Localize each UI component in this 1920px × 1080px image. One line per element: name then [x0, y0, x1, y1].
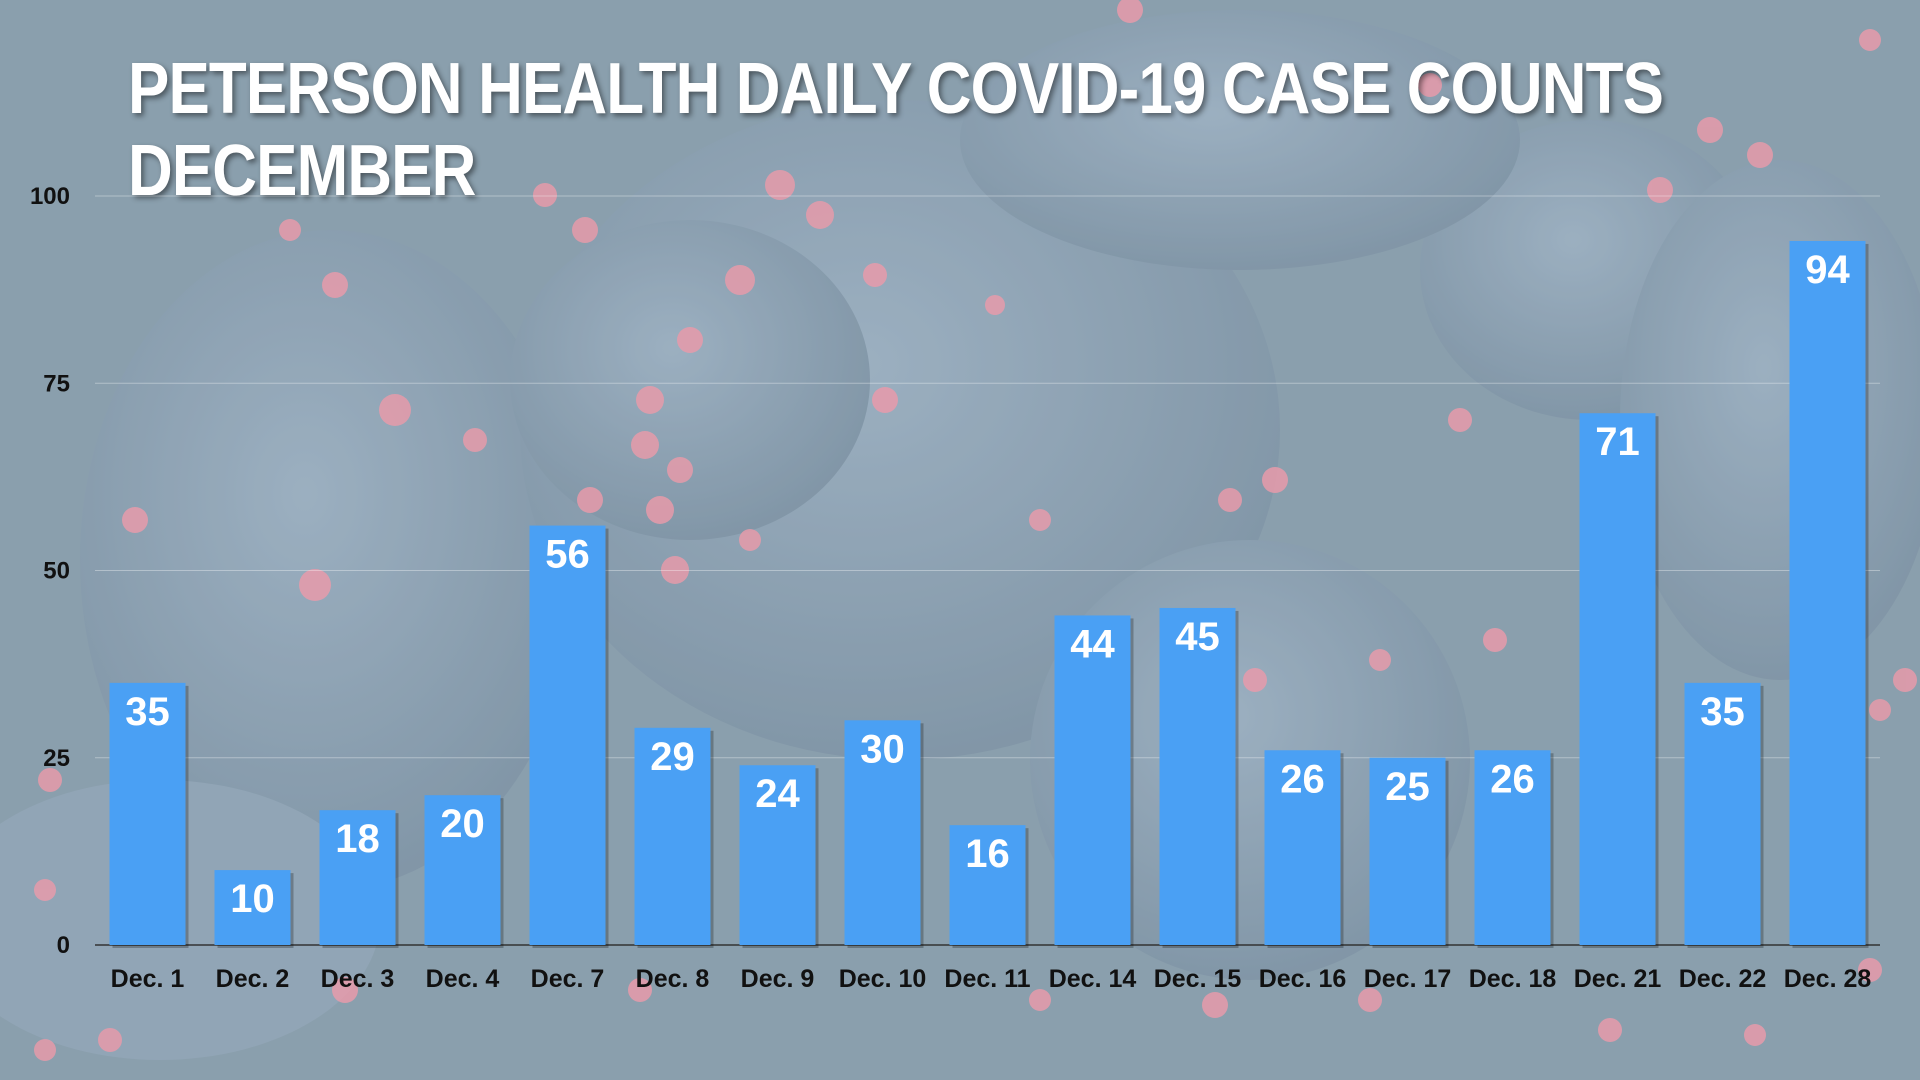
x-tick-label: Dec. 3 — [321, 965, 395, 993]
x-tick-label: Dec. 28 — [1784, 965, 1872, 993]
data-label: 45 — [1175, 615, 1220, 659]
data-label: 35 — [125, 690, 170, 734]
x-tick-label: Dec. 8 — [636, 965, 710, 993]
data-label: 56 — [545, 533, 590, 577]
data-label: 26 — [1490, 757, 1535, 801]
x-tick-label: Dec. 17 — [1364, 965, 1452, 993]
y-tick-label: 75 — [43, 370, 70, 397]
bar — [1369, 757, 1446, 945]
bar — [844, 720, 921, 945]
data-label: 71 — [1595, 420, 1640, 464]
x-tick-label: Dec. 11 — [944, 965, 1030, 993]
bar — [739, 765, 816, 945]
data-label: 30 — [860, 727, 905, 771]
bar — [634, 727, 711, 945]
data-label: 35 — [1700, 690, 1745, 734]
bar — [529, 525, 606, 945]
x-tick-label: Dec. 14 — [1049, 965, 1137, 993]
x-tick-label: Dec. 1 — [111, 965, 185, 993]
bar — [1684, 682, 1761, 945]
data-label: 26 — [1280, 757, 1325, 801]
data-label: 10 — [230, 877, 275, 921]
bar — [949, 825, 1026, 945]
x-tick-label: Dec. 7 — [531, 965, 605, 993]
data-label: 29 — [650, 735, 695, 779]
x-tick-label: Dec. 2 — [216, 965, 290, 993]
bar — [1264, 750, 1341, 945]
y-tick-label: 0 — [57, 932, 70, 959]
bar — [424, 795, 501, 945]
bar — [109, 682, 186, 945]
data-label: 44 — [1070, 622, 1115, 666]
chart-title-line-1: PETERSON HEALTH DAILY COVID-19 CASE COUN… — [128, 49, 1664, 129]
bar — [1054, 615, 1131, 945]
data-label: 24 — [755, 772, 800, 816]
y-tick-label: 25 — [43, 745, 70, 772]
data-label: 18 — [335, 817, 380, 861]
data-label: 16 — [965, 832, 1010, 876]
bar — [1789, 240, 1866, 945]
x-tick-label: Dec. 9 — [741, 965, 815, 993]
y-tick-label: 50 — [43, 558, 70, 585]
chart-title: PETERSON HEALTH DAILY COVID-19 CASE COUN… — [128, 48, 1664, 212]
x-tick-label: Dec. 21 — [1574, 965, 1662, 993]
data-label: 25 — [1385, 765, 1430, 809]
bar — [1579, 413, 1656, 946]
bar — [214, 870, 291, 945]
x-tick-label: Dec. 4 — [426, 965, 500, 993]
data-label: 94 — [1805, 248, 1850, 292]
data-label: 20 — [440, 802, 485, 846]
x-tick-label: Dec. 22 — [1679, 965, 1767, 993]
chart-title-line-2: DECEMBER — [128, 131, 476, 211]
x-tick-label: Dec. 15 — [1154, 965, 1242, 993]
x-tick-label: Dec. 10 — [839, 965, 927, 993]
bar — [319, 810, 396, 945]
x-tick-label: Dec. 16 — [1259, 965, 1347, 993]
bar — [1159, 607, 1236, 945]
bar — [1474, 750, 1551, 945]
y-tick-label: 100 — [30, 183, 70, 210]
x-tick-label: Dec. 18 — [1469, 965, 1557, 993]
